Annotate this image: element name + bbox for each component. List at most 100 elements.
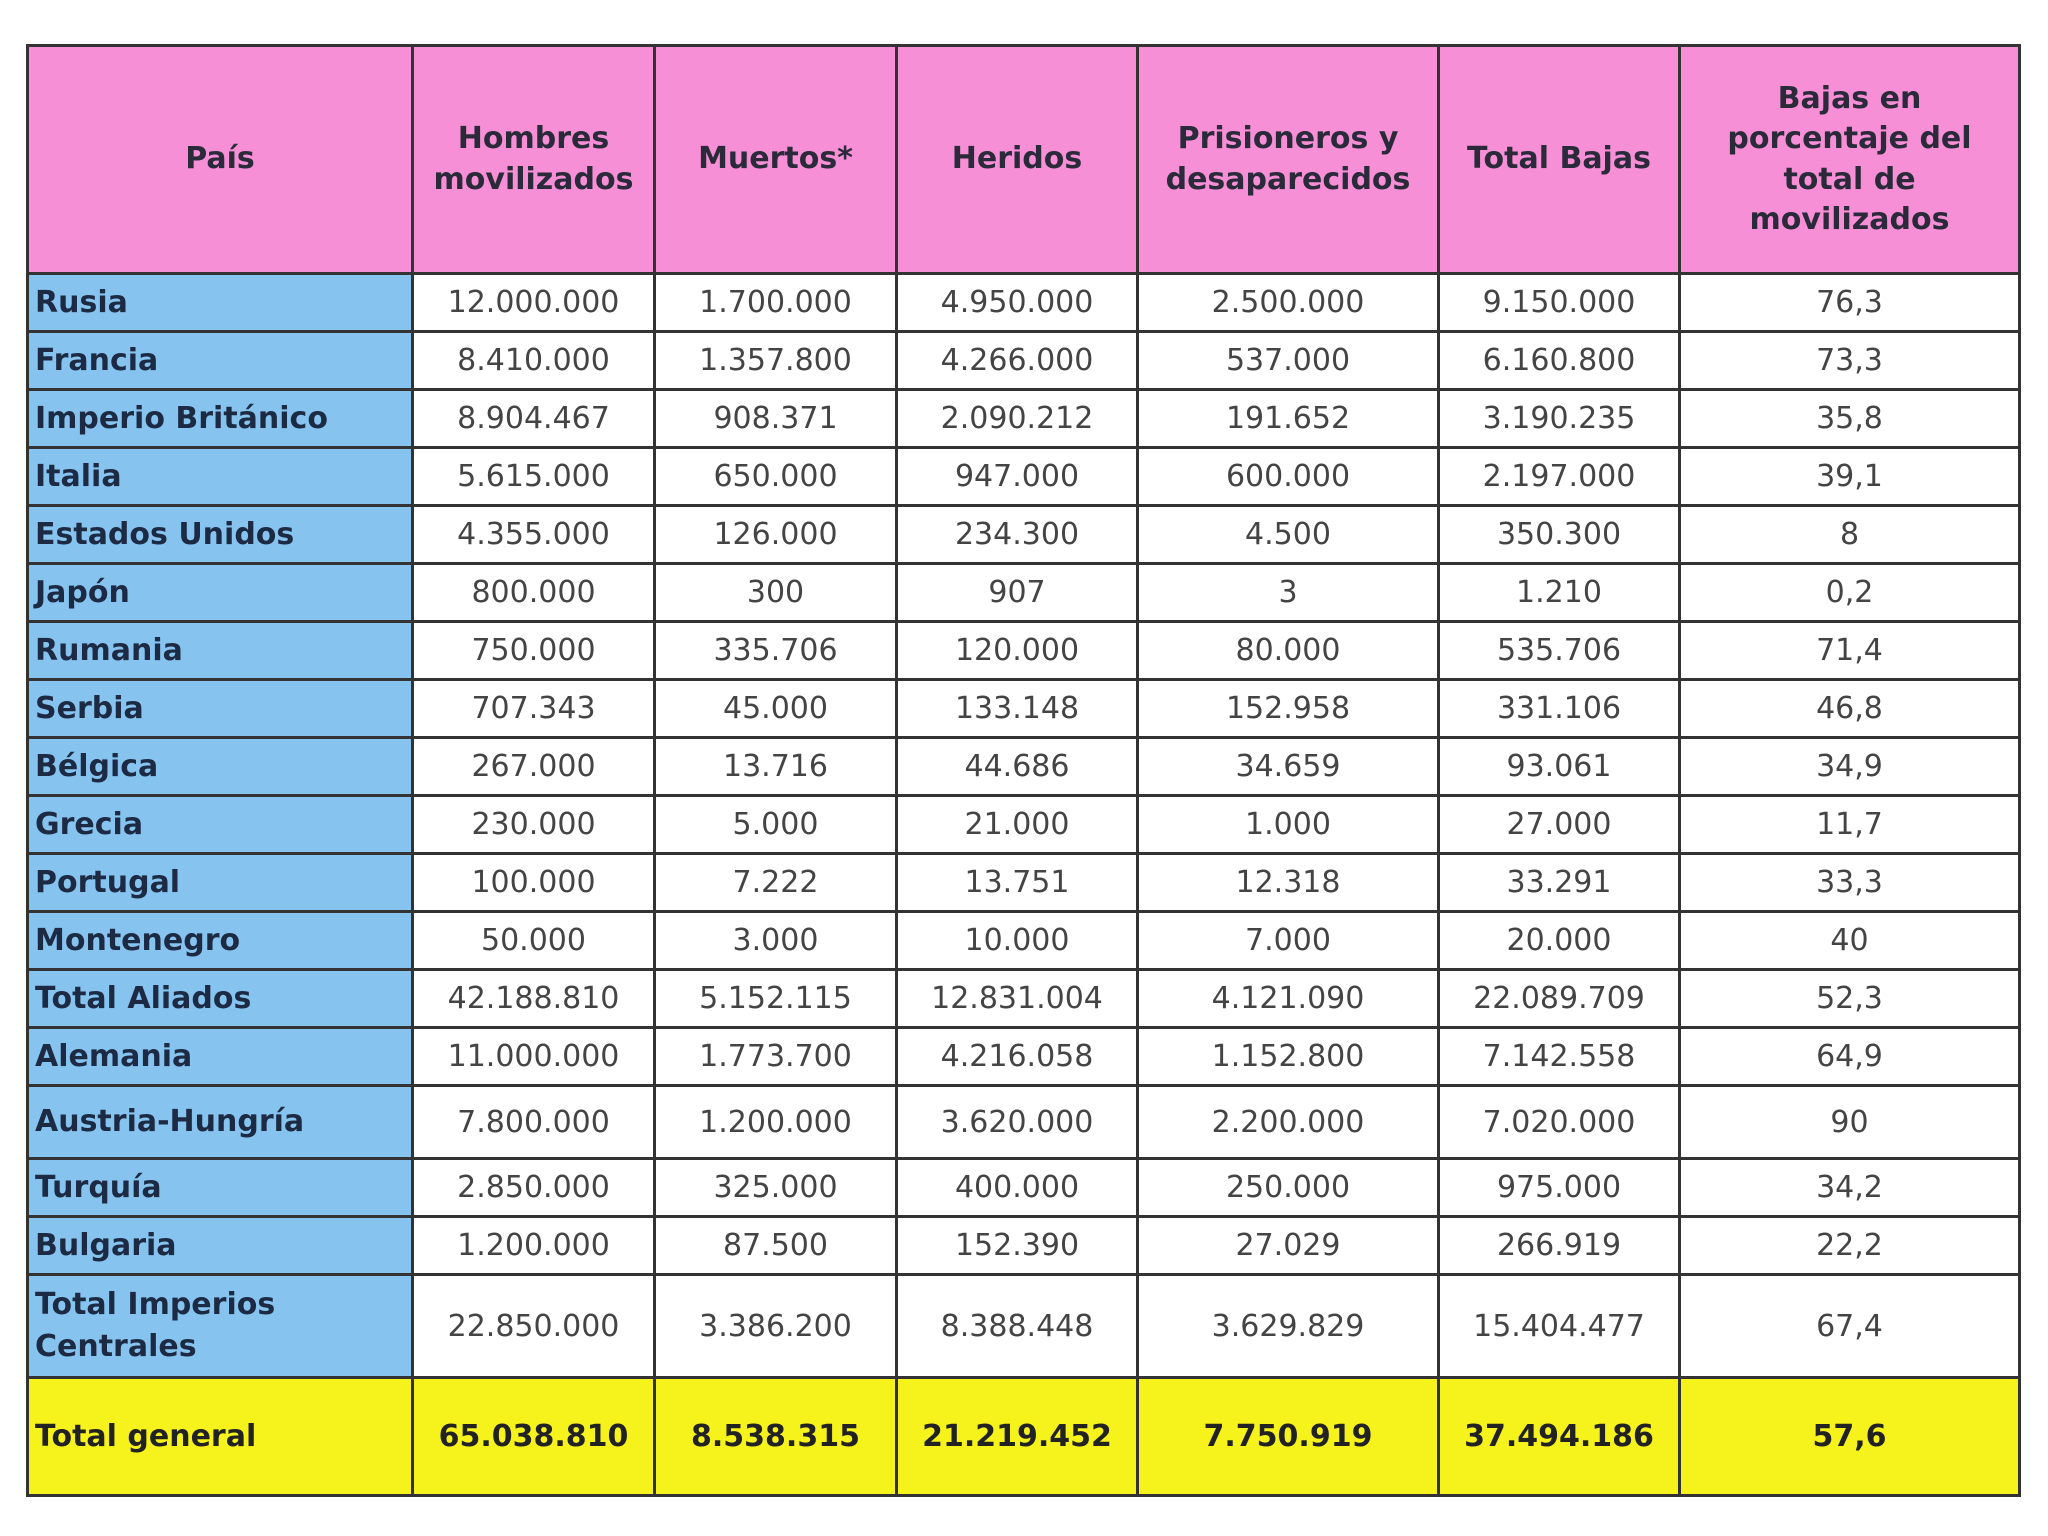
value-cell: 8.388.448	[895, 1273, 1139, 1379]
value-cell: 21.000	[895, 794, 1139, 855]
value-cell: 2.850.000	[411, 1157, 656, 1218]
country-cell: Serbia	[26, 678, 414, 739]
table-row: Montenegro 50.000 3.000 10.000 7.000 20.000 40	[26, 910, 2021, 971]
value-cell: 1.000	[1136, 794, 1440, 855]
value-cell: 1.700.000	[653, 272, 898, 333]
country-cell: Rusia	[26, 272, 414, 333]
value-cell: 64,9	[1678, 1026, 2021, 1087]
value-cell: 2.200.000	[1136, 1084, 1440, 1160]
value-cell: 87.500	[653, 1215, 898, 1276]
value-cell: 1.210	[1437, 562, 1681, 623]
country-cell: Bulgaria	[26, 1215, 414, 1276]
value-cell: 267.000	[411, 736, 656, 797]
header-cell: Bajas en porcentaje del total de moviliz…	[1678, 44, 2021, 275]
value-cell: 4.216.058	[895, 1026, 1139, 1087]
header-cell: Hombres movilizados	[411, 44, 656, 275]
value-cell: 230.000	[411, 794, 656, 855]
value-cell: 350.300	[1437, 504, 1681, 565]
table-row: Grecia 230.000 5.000 21.000 1.000 27.000 11,7	[26, 794, 2021, 855]
value-cell: 331.106	[1437, 678, 1681, 739]
value-cell: 34,9	[1678, 736, 2021, 797]
country-cell: Turquía	[26, 1157, 414, 1218]
table-row: Portugal 100.000 7.222 13.751 12.318 33.291 33…	[26, 852, 2021, 913]
value-cell: 8	[1678, 504, 2021, 565]
table-row: Total Imperios Centrales 22.850.000 3.386.…	[26, 1273, 2021, 1379]
value-cell: 2.090.212	[895, 388, 1139, 449]
country-cell: Total Imperios Centrales	[26, 1273, 414, 1379]
value-cell: 7.142.558	[1437, 1026, 1681, 1087]
value-cell: 335.706	[653, 620, 898, 681]
value-cell: 52,3	[1678, 968, 2021, 1029]
country-cell: Total Aliados	[26, 968, 414, 1029]
value-cell: 975.000	[1437, 1157, 1681, 1218]
value-cell: 120.000	[895, 620, 1139, 681]
total-cell: 8.538.315	[653, 1376, 898, 1497]
table-row: Bélgica 267.000 13.716 44.686 34.659 93.061 34…	[26, 736, 2021, 797]
value-cell: 250.000	[1136, 1157, 1440, 1218]
value-cell: 44.686	[895, 736, 1139, 797]
value-cell: 9.150.000	[1437, 272, 1681, 333]
value-cell: 5.615.000	[411, 446, 656, 507]
value-cell: 40	[1678, 910, 2021, 971]
value-cell: 300	[653, 562, 898, 623]
value-cell: 3.386.200	[653, 1273, 898, 1379]
table-row: Japón 800.000 300 907 3 1.210 0,2	[26, 562, 2021, 623]
value-cell: 1.152.800	[1136, 1026, 1440, 1087]
value-cell: 100.000	[411, 852, 656, 913]
value-cell: 907	[895, 562, 1139, 623]
value-cell: 650.000	[653, 446, 898, 507]
value-cell: 6.160.800	[1437, 330, 1681, 391]
value-cell: 4.266.000	[895, 330, 1139, 391]
value-cell: 50.000	[411, 910, 656, 971]
total-cell: 7.750.919	[1136, 1376, 1440, 1497]
value-cell: 4.355.000	[411, 504, 656, 565]
country-cell: Estados Unidos	[26, 504, 414, 565]
value-cell: 35,8	[1678, 388, 2021, 449]
value-cell: 1.357.800	[653, 330, 898, 391]
value-cell: 133.148	[895, 678, 1139, 739]
value-cell: 27.000	[1437, 794, 1681, 855]
total-row: Total general 65.038.810 8.538.315 21.219.4…	[26, 1376, 2021, 1497]
value-cell: 4.950.000	[895, 272, 1139, 333]
header-cell: Total Bajas	[1437, 44, 1681, 275]
value-cell: 22,2	[1678, 1215, 2021, 1276]
value-cell: 7.222	[653, 852, 898, 913]
value-cell: 13.716	[653, 736, 898, 797]
value-cell: 2.197.000	[1437, 446, 1681, 507]
value-cell: 7.800.000	[411, 1084, 656, 1160]
header-cell: País	[26, 44, 414, 275]
value-cell: 234.300	[895, 504, 1139, 565]
value-cell: 34,2	[1678, 1157, 2021, 1218]
total-label: Total general	[26, 1376, 414, 1497]
table-row: Austria-Hungría 7.800.000 1.200.000 3.620.0…	[26, 1084, 2021, 1160]
value-cell: 191.652	[1136, 388, 1440, 449]
table-row: Alemania 11.000.000 1.773.700 4.216.058 1.15…	[26, 1026, 2021, 1087]
table-row: Serbia 707.343 45.000 133.148 152.958 331.106…	[26, 678, 2021, 739]
total-cell: 65.038.810	[411, 1376, 656, 1497]
value-cell: 34.659	[1136, 736, 1440, 797]
value-cell: 537.000	[1136, 330, 1440, 391]
value-cell: 152.958	[1136, 678, 1440, 739]
table-row: Total Aliados 42.188.810 5.152.115 12.831.0…	[26, 968, 2021, 1029]
table-row: Italia 5.615.000 650.000 947.000 600.000 2.19…	[26, 446, 2021, 507]
value-cell: 27.029	[1136, 1215, 1440, 1276]
table-row: Turquía 2.850.000 325.000 400.000 250.000 975…	[26, 1157, 2021, 1218]
value-cell: 535.706	[1437, 620, 1681, 681]
value-cell: 67,4	[1678, 1273, 2021, 1379]
value-cell: 3.620.000	[895, 1084, 1139, 1160]
value-cell: 12.831.004	[895, 968, 1139, 1029]
total-cell: 37.494.186	[1437, 1376, 1681, 1497]
country-cell: Imperio Británico	[26, 388, 414, 449]
value-cell: 2.500.000	[1136, 272, 1440, 333]
country-cell: Alemania	[26, 1026, 414, 1087]
value-cell: 33,3	[1678, 852, 2021, 913]
value-cell: 400.000	[895, 1157, 1139, 1218]
value-cell: 707.343	[411, 678, 656, 739]
total-cell: 57,6	[1678, 1376, 2021, 1497]
value-cell: 5.000	[653, 794, 898, 855]
table-body: Rusia 12.000.000 1.700.000 4.950.000 2.500.0…	[26, 272, 2021, 1497]
value-cell: 1.773.700	[653, 1026, 898, 1087]
value-cell: 22.089.709	[1437, 968, 1681, 1029]
value-cell: 22.850.000	[411, 1273, 656, 1379]
